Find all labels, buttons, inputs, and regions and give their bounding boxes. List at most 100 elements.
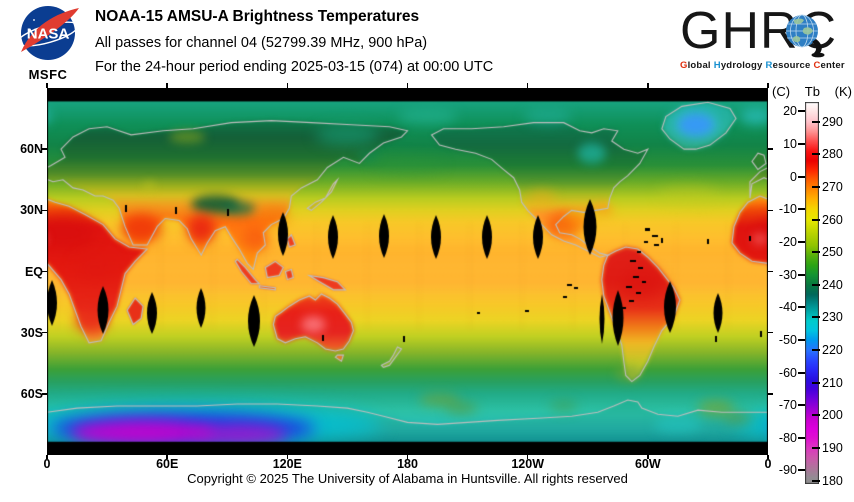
colorbar (805, 102, 819, 484)
colorbar-kelvin-label-230: 230 (822, 310, 843, 325)
colorbar-celsius-tick (798, 338, 805, 341)
subtitle-period: For the 24-hour period ending 2025-03-15… (95, 59, 494, 75)
colorbar-kelvin-label-240: 240 (822, 277, 843, 292)
colorbar-kelvin-tick (812, 381, 820, 384)
colorbar-kelvin-tick (812, 218, 820, 221)
nasa-meatball-icon: NASA (17, 6, 79, 60)
colorbar-celsius-tick (798, 142, 805, 145)
ghrc-logo: GHRC Global Hydrology Resource Center (678, 2, 852, 82)
colorbar-celsius-label-10: 10 (783, 136, 797, 151)
x-axis-label-60W: 60W (634, 457, 661, 471)
colorbar-kelvin-tick (812, 283, 820, 286)
y-axis-tick-right (768, 393, 773, 395)
colorbar-unit-celsius: (C) (772, 84, 791, 99)
x-axis-label-0: 0 (764, 457, 772, 471)
x-axis-tick-bottom (166, 455, 168, 459)
colorbar-celsius-tick (798, 436, 805, 439)
x-axis-tick-top (46, 83, 48, 88)
colorbar-kelvin-label-200: 200 (822, 408, 843, 423)
x-axis-label-120E: 120E (272, 457, 302, 471)
y-axis-label-60S: 60S (20, 386, 43, 401)
colorbar-kelvin-tick (812, 120, 820, 123)
title-block: NOAA-15 AMSU-A Brightness Temperatures A… (95, 8, 493, 83)
ghrc-tagline-word-0: Global (680, 60, 711, 71)
colorbar-celsius-label--80: -80 (778, 430, 797, 445)
ghrc-tagline-word-1: Hydrology (713, 60, 763, 71)
colorbar-celsius-tick (798, 175, 805, 178)
x-axis-label-0: 0 (43, 457, 51, 471)
colorbar-celsius-label-20: 20 (783, 104, 797, 119)
x-axis-tick-bottom (406, 455, 409, 459)
colorbar-kelvin-label-270: 270 (822, 179, 843, 194)
copyright: Copyright © 2025 The University of Alaba… (187, 471, 628, 486)
colorbar-celsius-label-0: 0 (790, 169, 797, 184)
x-axis-tick-bottom (767, 455, 769, 459)
x-axis-tick-top (767, 83, 769, 88)
colorbar-celsius-tick (798, 306, 805, 309)
x-axis-label-60E: 60E (156, 457, 179, 471)
colorbar-header: (C) Tb (K) (772, 84, 852, 99)
colorbar-celsius-label--70: -70 (778, 398, 797, 413)
x-axis-tick-top (526, 83, 529, 88)
colorbar-celsius-tick (798, 110, 805, 113)
colorbar-kelvin-tick (812, 185, 820, 188)
brightness-temperature-map (47, 88, 768, 455)
colorbar-celsius-label--90: -90 (778, 463, 797, 478)
x-axis-tick-top (166, 83, 168, 88)
colorbar-kelvin-tick (812, 414, 820, 417)
colorbar-celsius-tick (798, 469, 805, 472)
colorbar-celsius-label--40: -40 (778, 300, 797, 315)
colorbar-kelvin-tick (812, 251, 820, 254)
y-axis-tick-right (768, 270, 773, 273)
colorbar-kelvin-tick (812, 153, 820, 156)
y-axis-label-30N: 30N (20, 203, 43, 218)
y-axis-tick-left (42, 209, 47, 212)
nasa-wordmark: NASA (27, 26, 70, 43)
y-axis-label-EQ: EQ (24, 264, 43, 279)
y-axis-tick-right (768, 209, 773, 212)
colorbar-kelvin-label-260: 260 (822, 212, 843, 227)
x-axis-label-120W: 120W (511, 457, 545, 471)
x-axis-tick-bottom (526, 455, 529, 459)
colorbar-kelvin-label-180: 180 (822, 473, 843, 488)
colorbar-celsius-label--10: -10 (778, 202, 797, 217)
colorbar-kelvin-tick (812, 447, 820, 450)
y-axis-tick-left (42, 270, 47, 273)
colorbar-celsius-tick (798, 371, 805, 374)
colorbar-kelvin-label-250: 250 (822, 245, 843, 260)
x-axis-tick-top (406, 83, 409, 88)
colorbar-kelvin-label-210: 210 (822, 375, 843, 390)
colorbar-kelvin-tick (812, 349, 820, 352)
page-title: NOAA-15 AMSU-A Brightness Temperatures (95, 8, 420, 25)
colorbar-quantity: Tb (804, 84, 820, 99)
y-axis-label-60N: 60N (20, 142, 43, 157)
ghrc-tagline: Global Hydrology Resource Center (680, 60, 852, 71)
x-axis-tick-top (286, 83, 289, 88)
x-axis-label-180: 180 (397, 457, 418, 471)
colorbar-kelvin-label-290: 290 (822, 114, 843, 129)
y-axis-tick-left (42, 393, 47, 395)
y-axis-tick-right (768, 148, 773, 150)
colorbar-celsius-label--50: -50 (778, 332, 797, 347)
colorbar-celsius-tick (798, 208, 805, 211)
colorbar-celsius-tick (798, 273, 805, 276)
x-axis-tick-top (647, 83, 649, 88)
nasa-center-label: MSFC (28, 67, 68, 82)
colorbar-kelvin-tick (812, 316, 820, 319)
y-axis-label-30S: 30S (20, 325, 43, 340)
colorbar-kelvin-label-220: 220 (822, 343, 843, 358)
y-axis-tick-left (42, 331, 47, 334)
x-axis-tick-bottom (286, 455, 289, 459)
colorbar-kelvin-label-190: 190 (822, 441, 843, 456)
nasa-logo: NASA MSFC (10, 4, 86, 82)
ghrc-tagline-word-3: Center (813, 60, 845, 71)
colorbar-unit-kelvin: (K) (834, 84, 852, 99)
ghrc-tagline-word-2: Resource (765, 60, 811, 71)
colorbar-kelvin-label-280: 280 (822, 147, 843, 162)
x-axis-tick-bottom (647, 455, 649, 459)
colorbar-celsius-label--30: -30 (778, 267, 797, 282)
x-axis-tick-bottom (46, 455, 48, 459)
globe-icon (786, 14, 825, 58)
y-axis-tick-right (768, 331, 773, 334)
